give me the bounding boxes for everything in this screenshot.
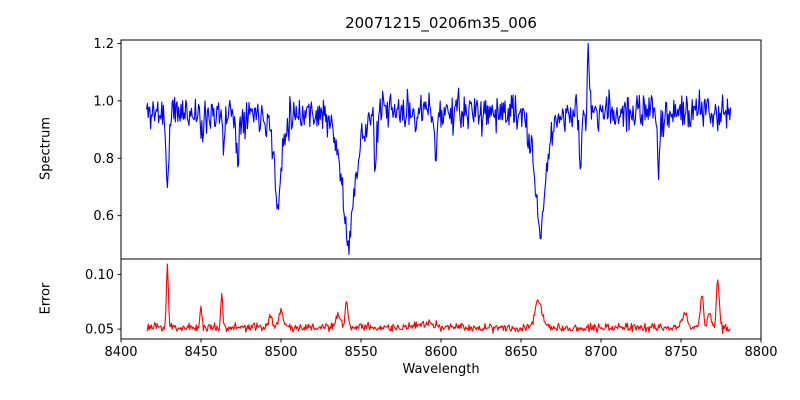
x-tick-label: 8450 [184,345,217,360]
x-tick-label: 8800 [744,345,777,360]
spectrum-panel-border [120,39,762,260]
x-tick-label: 8650 [504,345,537,360]
x-tick-label: 8550 [344,345,377,360]
x-tick-label: 8400 [104,345,137,360]
spectrum-y-tick-label: 1.2 [93,37,114,52]
x-tick-label: 8600 [424,345,457,360]
spectrum-y-tick-label: 0.6 [93,209,114,224]
x-axis-label: Wavelength [402,362,480,377]
x-tick-label: 8700 [584,345,617,360]
error-y-tick-label: 0.05 [85,323,114,338]
error-y-tick-label: 0.10 [85,268,114,283]
x-tick-label: 8500 [264,345,297,360]
spectrum-line [146,43,732,256]
spectrum-y-tick-label: 0.8 [93,152,114,167]
x-tick-label: 8750 [664,345,697,360]
spectrum-y-tick-label: 1.0 [93,94,114,109]
chart-title: 20071215_0206m35_006 [345,14,537,32]
error-line [146,263,731,335]
